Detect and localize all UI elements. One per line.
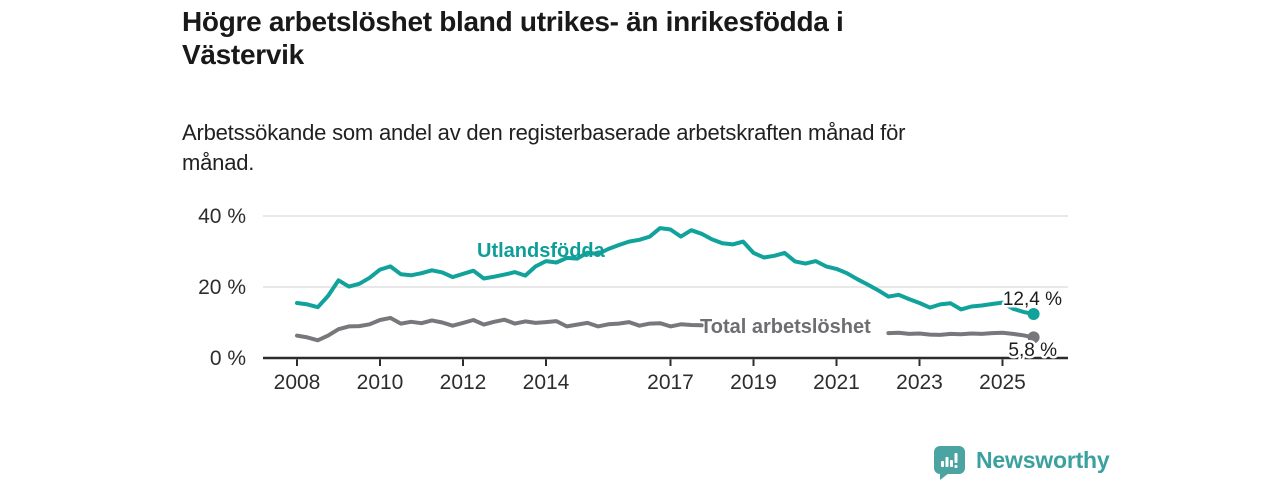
x-axis-tick-label: 2019: [730, 371, 777, 394]
brand-name: Newsworthy: [976, 447, 1110, 473]
speech-bubble-tail: [940, 473, 949, 480]
x-axis-tick-label: 2021: [813, 371, 860, 394]
series-line-utlandsf-dda: [295, 226, 1036, 316]
series-end-dot-total-arbetsl-shet: [1027, 331, 1040, 344]
chart-subtitle: Arbetssökande som andel av den registerb…: [182, 118, 905, 178]
series-label-utlandsf-dda: Utlandsfödda: [477, 240, 606, 262]
series-end-value-total-arbetsl-shet: 5,8 %: [1008, 340, 1057, 361]
y-axis-label: 0 %: [210, 347, 246, 370]
x-axis-tick-label: 2008: [274, 371, 321, 394]
x-axis-tick-label: 2012: [440, 371, 487, 394]
bar-chart-speech-bubble-icon: [934, 446, 965, 480]
title-line-2: Västervik: [182, 39, 304, 70]
series-end-dot-utlandsf-dda: [1027, 308, 1040, 320]
subtitle-line-1: Arbetssökande som andel av den registerb…: [182, 120, 906, 145]
title-line-1: Högre arbetslöshet bland utrikes- än inr…: [182, 6, 844, 37]
x-axis-tick-label: 2017: [647, 371, 694, 394]
series-line-total-arbetsl-shet: [295, 315, 704, 343]
subtitle-line-2: månad.: [182, 150, 255, 175]
series-label-total-arbetsl-shet: Total arbetslöshet: [700, 316, 871, 338]
series-line-total-arbetsl-shet: [886, 330, 1036, 340]
y-axis-label: 20 %: [198, 276, 246, 299]
series-end-value-utlandsf-dda: 12,4 %: [1003, 289, 1062, 310]
x-axis-tick-label: 2010: [357, 371, 404, 394]
x-axis-tick-label: 2025: [979, 371, 1026, 394]
x-axis-tick-label: 2014: [523, 371, 570, 394]
logo-bars: [941, 453, 958, 468]
newsworthy-logo: Newsworthy: [934, 446, 1110, 480]
x-axis-tick-label: 2023: [896, 371, 943, 394]
page-title: Högre arbetslöshet bland utrikes- än inr…: [182, 5, 844, 71]
y-axis-label: 40 %: [198, 205, 246, 228]
